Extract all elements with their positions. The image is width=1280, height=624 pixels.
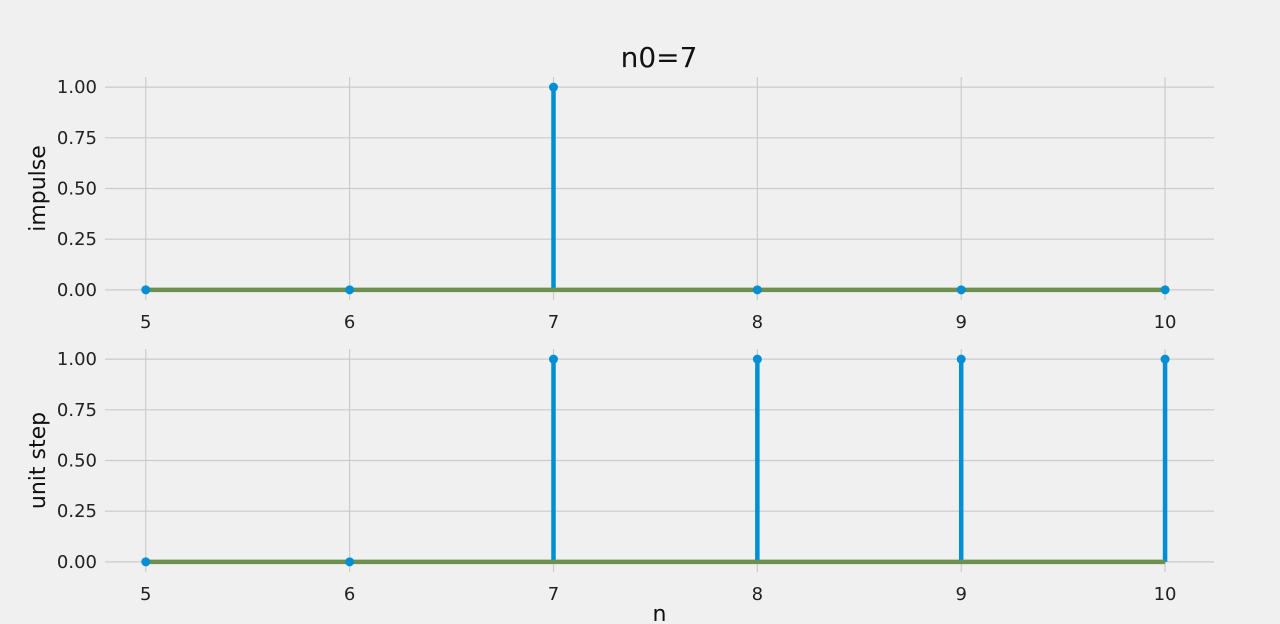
y-tick-label: 0.25 <box>57 229 97 250</box>
stem-marker <box>345 285 355 295</box>
x-tick-label: 6 <box>344 312 355 333</box>
y-tick-label: 0.50 <box>57 179 97 200</box>
unit-step-subplot: 5 6 7 8 9 10 0.00 0.25 0.50 0.75 1.00 unit step n <box>26 349 1214 624</box>
y-tick-label: 0.75 <box>57 400 97 421</box>
stem-marker <box>141 557 151 567</box>
y-tick-label: 0.00 <box>57 280 97 301</box>
y-tick-label: 0.25 <box>57 501 97 522</box>
chart-title: n0=7 <box>621 41 698 74</box>
y-axis-label: unit step <box>26 412 51 509</box>
stem-marker <box>548 354 558 364</box>
x-tick-label: 6 <box>344 584 355 605</box>
x-tick-label: 10 <box>1154 312 1177 333</box>
x-tick-label: 10 <box>1154 584 1177 605</box>
stem-marker <box>956 285 966 295</box>
x-tick-label: 8 <box>752 312 763 333</box>
x-tick-label: 7 <box>548 584 559 605</box>
x-tick-label: 7 <box>548 312 559 333</box>
stem-marker <box>1160 285 1170 295</box>
stem-marker <box>956 354 966 364</box>
y-tick-label: 1.00 <box>57 77 97 98</box>
x-tick-label: 9 <box>955 584 966 605</box>
stem-marker <box>548 82 558 92</box>
x-tick-label: 9 <box>955 312 966 333</box>
impulse-subplot: 5 6 7 8 9 10 0.00 0.25 0.50 0.75 1.00 impulse <box>26 77 1214 333</box>
y-tick-label: 0.75 <box>57 128 97 149</box>
stem-marker <box>345 557 355 567</box>
x-tick-label: 8 <box>752 584 763 605</box>
x-tick-label: 5 <box>140 584 151 605</box>
stem-marker <box>141 285 151 295</box>
y-tick-label: 0.00 <box>57 552 97 573</box>
stem-marker <box>752 285 762 295</box>
stem-marker <box>1160 354 1170 364</box>
x-axis-label: n <box>653 602 667 624</box>
y-tick-label: 1.00 <box>57 349 97 370</box>
stem-marker <box>752 354 762 364</box>
y-tick-label: 0.50 <box>57 451 97 472</box>
y-axis-label: impulse <box>26 145 51 232</box>
x-tick-label: 5 <box>140 312 151 333</box>
